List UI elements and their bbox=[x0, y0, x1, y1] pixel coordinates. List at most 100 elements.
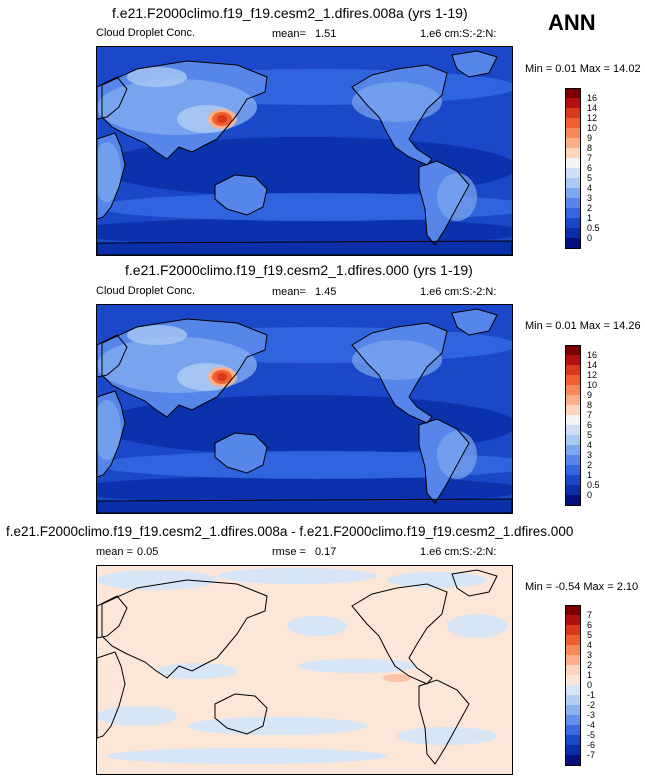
colorbar-tick-label: 2 bbox=[587, 659, 593, 670]
colorbar-tick-label: 5 bbox=[587, 429, 593, 440]
colorbar-tick-label: 8 bbox=[587, 399, 593, 410]
panel1-mean-label: mean= bbox=[272, 28, 306, 40]
land-field bbox=[452, 51, 497, 77]
coastline-africa bbox=[97, 651, 126, 739]
colorbar-swatch bbox=[565, 405, 581, 416]
colorbar-swatch bbox=[565, 108, 581, 119]
colorbar-swatch bbox=[565, 685, 581, 696]
coastline-eur bbox=[97, 76, 128, 120]
panel3-rmse-label: rmse = bbox=[272, 546, 306, 558]
colorbar-swatch bbox=[565, 735, 581, 746]
colorbar-swatch bbox=[565, 445, 581, 456]
panel2-units-label: 1.e6 cm:S:-2:N: bbox=[420, 286, 497, 298]
colorbar-swatch bbox=[565, 148, 581, 159]
colorbar-tick-label: 4 bbox=[587, 439, 593, 450]
negative-region bbox=[287, 616, 347, 636]
colorbar-tick-label: 1 bbox=[587, 212, 593, 223]
colorbar-swatch bbox=[565, 635, 581, 646]
land-high-region bbox=[97, 79, 257, 135]
coastline-australia bbox=[214, 693, 268, 735]
colorbar-tick-label: 2 bbox=[587, 202, 593, 213]
coastline-africa bbox=[97, 390, 126, 478]
colorbar-tick-label: 0.5 bbox=[587, 479, 600, 490]
ocean-mid-region bbox=[97, 193, 512, 221]
colorbar-tick-label: 0 bbox=[587, 679, 593, 690]
colorbar-tick-label: 9 bbox=[587, 132, 593, 143]
colorbar-swatch bbox=[565, 495, 581, 506]
land-high-region bbox=[437, 431, 477, 479]
coastline-australia bbox=[214, 432, 268, 474]
colorbar-swatch bbox=[565, 345, 581, 356]
land-high-region bbox=[97, 400, 121, 460]
colorbar-tick-label: 10 bbox=[587, 122, 598, 133]
ocean-mid-region bbox=[97, 451, 512, 479]
colorbar-tick-label: 14 bbox=[587, 359, 598, 370]
coastline-samerica bbox=[418, 679, 470, 765]
colorbar-swatch bbox=[565, 158, 581, 169]
colorbar-tick-label: 7 bbox=[587, 409, 593, 420]
panel3-mean-value: 0.05 bbox=[137, 546, 159, 558]
coastline-asia bbox=[101, 60, 268, 160]
land-high-region bbox=[97, 142, 121, 202]
colorbar-tick-label: -1 bbox=[587, 689, 596, 700]
colorbar-swatch bbox=[565, 375, 581, 386]
colorbar-swatch bbox=[565, 118, 581, 129]
colorbar-tick-label: 1 bbox=[587, 669, 593, 680]
colorbar-tick-label: 1 bbox=[587, 469, 593, 480]
colorbar-swatch bbox=[565, 655, 581, 666]
coastline-greenland bbox=[451, 50, 498, 78]
colorbar-tick-label: 6 bbox=[587, 619, 593, 630]
land-high-region bbox=[97, 337, 257, 393]
colorbar-swatch bbox=[565, 198, 581, 209]
colorbar-swatch bbox=[565, 605, 581, 616]
colorbar-tick-label: 6 bbox=[587, 419, 593, 430]
colorbar-swatch bbox=[565, 208, 581, 219]
hotspot-region bbox=[217, 373, 227, 381]
colorbar-swatch bbox=[565, 138, 581, 149]
colorbar-tick-label: -3 bbox=[587, 709, 596, 720]
colorbar-tick-label: 6 bbox=[587, 162, 593, 173]
colorbar-tick-label: 5 bbox=[587, 172, 593, 183]
colorbar-tick-label: 2 bbox=[587, 459, 593, 470]
negative-region bbox=[97, 570, 217, 590]
panel2-mean-value: 1.45 bbox=[315, 286, 337, 298]
colorbar-swatch bbox=[565, 425, 581, 436]
panel3-minmax: Min = -0.54 Max = 2.10 bbox=[525, 581, 639, 593]
colorbar-tick-label: 16 bbox=[587, 92, 598, 103]
panel1-title: f.e21.F2000climo.f19_f19.cesm2_1.dfires.… bbox=[112, 5, 468, 21]
season-label: ANN bbox=[548, 10, 596, 35]
colorbar-swatch bbox=[565, 745, 581, 756]
colorbar-tick-label: 4 bbox=[587, 639, 593, 650]
colorbar-swatch bbox=[565, 188, 581, 199]
negative-region bbox=[187, 717, 367, 735]
ocean-low-region bbox=[97, 476, 512, 504]
coastline-africa bbox=[97, 132, 126, 220]
land-field bbox=[215, 433, 267, 473]
colorbar-tick-label: 7 bbox=[587, 152, 593, 163]
coastline-namerica bbox=[351, 64, 448, 166]
colorbar-tick-label: 9 bbox=[587, 389, 593, 400]
panel3-colorbar: 7 6 5 4 3 2 1 0 -1 -2 -3 -4 -5 -6 -7 bbox=[565, 605, 625, 766]
colorbar-tick-label: 5 bbox=[587, 629, 593, 640]
colorbar-tick-label: -5 bbox=[587, 729, 596, 740]
negative-region bbox=[97, 706, 177, 726]
panel1-variable-label: Cloud Droplet Conc. bbox=[96, 27, 196, 39]
panel3-title: f.e21.F2000climo.f19_f19.cesm2_1.dfires.… bbox=[6, 524, 574, 539]
coastline-greenland bbox=[451, 569, 498, 597]
colorbar-swatch bbox=[565, 725, 581, 736]
panel1-colorbar: 16 14 12 10 9 8 7 6 5 4 3 2 1 0.5 0 bbox=[565, 88, 625, 249]
hotspot-region bbox=[217, 115, 227, 123]
colorbar-tick-label: -2 bbox=[587, 699, 596, 710]
panel3-rmse-value: 0.17 bbox=[315, 546, 337, 558]
negative-region bbox=[397, 727, 497, 745]
land-high-region bbox=[127, 325, 187, 345]
land-field bbox=[215, 175, 267, 215]
colorbar-tick-label: 0 bbox=[587, 489, 593, 500]
colorbar-swatch bbox=[565, 475, 581, 486]
colorbar-tick-label: -6 bbox=[587, 739, 596, 750]
colorbar-swatch bbox=[565, 675, 581, 686]
colorbar-tick-label: 3 bbox=[587, 449, 593, 460]
colorbar-swatch bbox=[565, 465, 581, 476]
panel3-units-label: 1.e6 cm:S:-2:N: bbox=[420, 546, 497, 558]
land-high-region bbox=[127, 67, 187, 87]
